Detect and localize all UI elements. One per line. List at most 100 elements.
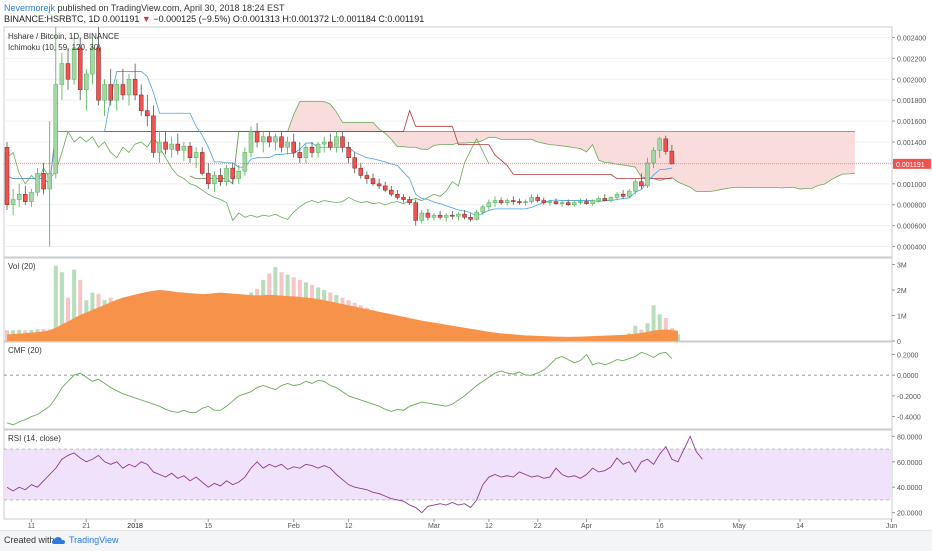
candle-body bbox=[260, 136, 266, 143]
price-candle bbox=[584, 198, 589, 205]
candle-body bbox=[633, 181, 638, 192]
candle-body bbox=[498, 200, 504, 203]
price-candle bbox=[279, 131, 284, 153]
price-candle bbox=[504, 198, 510, 206]
candle-body bbox=[120, 84, 126, 96]
candle-body bbox=[645, 162, 650, 187]
symbol-line: BINANCE:HSRBTC, 1D 0.001191 bbox=[4, 14, 142, 24]
candle-body bbox=[138, 94, 144, 111]
candle-body bbox=[529, 197, 534, 202]
price-candle bbox=[407, 196, 412, 205]
price-candle bbox=[474, 209, 479, 221]
candle-body bbox=[285, 141, 290, 148]
price-candle bbox=[102, 79, 107, 116]
x-tick-label: 21 bbox=[82, 523, 90, 530]
price-candle bbox=[541, 197, 547, 205]
price-candle bbox=[462, 209, 467, 220]
candle-body bbox=[401, 197, 406, 200]
candle-body bbox=[254, 131, 260, 143]
volume-bar bbox=[651, 305, 656, 341]
x-tick-label: Mar bbox=[428, 523, 441, 530]
candle-body bbox=[23, 194, 28, 202]
candle-body bbox=[29, 191, 34, 202]
price-candle bbox=[157, 131, 162, 163]
ohlc-values: O:0.001313 H:0.001372 L:0.001184 C:0.001… bbox=[230, 14, 425, 24]
price-candle bbox=[169, 136, 174, 158]
candle-body bbox=[492, 200, 498, 203]
candle-body bbox=[584, 201, 589, 204]
candle-body bbox=[187, 145, 193, 158]
candle-body bbox=[267, 136, 272, 143]
candle-body bbox=[108, 84, 113, 101]
vol-tick-label: 3M bbox=[897, 263, 907, 270]
price-candle bbox=[669, 144, 675, 165]
candle-body bbox=[437, 214, 443, 218]
author-link[interactable]: Nevermorejk bbox=[4, 3, 56, 13]
price-candle bbox=[132, 63, 138, 101]
price-tick-label: 0.001600 bbox=[897, 119, 926, 126]
candle-body bbox=[511, 200, 516, 202]
price-candle bbox=[199, 147, 205, 176]
price-candle bbox=[498, 197, 504, 205]
candle-body bbox=[321, 141, 327, 145]
cmf-tick-label: -0.2000 bbox=[897, 394, 921, 401]
candle-body bbox=[224, 167, 229, 182]
candle-body bbox=[614, 194, 620, 198]
price-candle bbox=[486, 199, 492, 211]
price-candle bbox=[126, 74, 132, 106]
price-candle bbox=[614, 192, 620, 201]
price-candle bbox=[23, 185, 28, 205]
candle-body bbox=[480, 206, 486, 213]
candle-body bbox=[41, 173, 46, 190]
candle-body bbox=[578, 201, 583, 203]
price-candle bbox=[187, 142, 193, 163]
chart-canvas[interactable]: 0.002400 0.002200 0.002000 0.001800 0.001600… bbox=[0, 0, 932, 530]
tradingview-logo[interactable]: TradingView bbox=[52, 535, 119, 545]
price-candle bbox=[29, 189, 34, 207]
price-candle bbox=[254, 123, 260, 148]
price-candle bbox=[242, 147, 248, 176]
candle-body bbox=[657, 138, 662, 151]
rsi-tick-label: 20.0000 bbox=[897, 511, 922, 518]
volume-bar bbox=[72, 269, 77, 341]
candle-body bbox=[443, 214, 449, 218]
price-candle bbox=[395, 190, 400, 200]
x-tick-label: 12 bbox=[485, 523, 493, 530]
price-candle bbox=[90, 37, 95, 85]
x-tick-label: May bbox=[732, 523, 746, 530]
price-candle bbox=[230, 162, 235, 184]
ichimoku-cloud bbox=[190, 101, 855, 192]
price-candle bbox=[77, 37, 83, 101]
price-tick-label: 0.001400 bbox=[897, 140, 926, 147]
price-candle bbox=[633, 178, 638, 195]
last-price-label: 0.001191 bbox=[896, 162, 925, 169]
price-candle bbox=[364, 171, 370, 184]
price-candle bbox=[450, 211, 455, 220]
price-tick-label: 0.000400 bbox=[897, 245, 926, 252]
candle-body bbox=[553, 201, 559, 204]
candle-body bbox=[547, 201, 553, 203]
tenkan-line bbox=[6, 71, 672, 217]
price-candle bbox=[517, 198, 522, 205]
price-candle bbox=[175, 133, 181, 155]
volume-bar bbox=[53, 265, 58, 341]
rsi-pane-title: RSI (14, close) bbox=[8, 434, 61, 443]
price-candle bbox=[596, 196, 601, 203]
price-candle bbox=[151, 105, 156, 158]
footer-bar: Created with TradingView bbox=[0, 530, 932, 551]
candle-body bbox=[206, 173, 211, 185]
candle-body bbox=[468, 217, 473, 220]
price-candle bbox=[645, 157, 650, 188]
price-candle bbox=[193, 147, 199, 169]
candle-body bbox=[504, 200, 510, 203]
price-candle bbox=[572, 200, 577, 207]
candle-body bbox=[340, 136, 345, 148]
price-candle bbox=[401, 194, 406, 203]
price-candle bbox=[352, 152, 357, 174]
candle-body bbox=[669, 150, 675, 165]
price-tick-label: 0.002200 bbox=[897, 56, 926, 63]
volume-bar bbox=[66, 297, 70, 341]
ichimoku-legend: Ichimoku (10, 59, 120, 30) bbox=[8, 43, 101, 52]
candle-body bbox=[212, 175, 217, 185]
tradingview-cloud-icon bbox=[52, 537, 65, 545]
